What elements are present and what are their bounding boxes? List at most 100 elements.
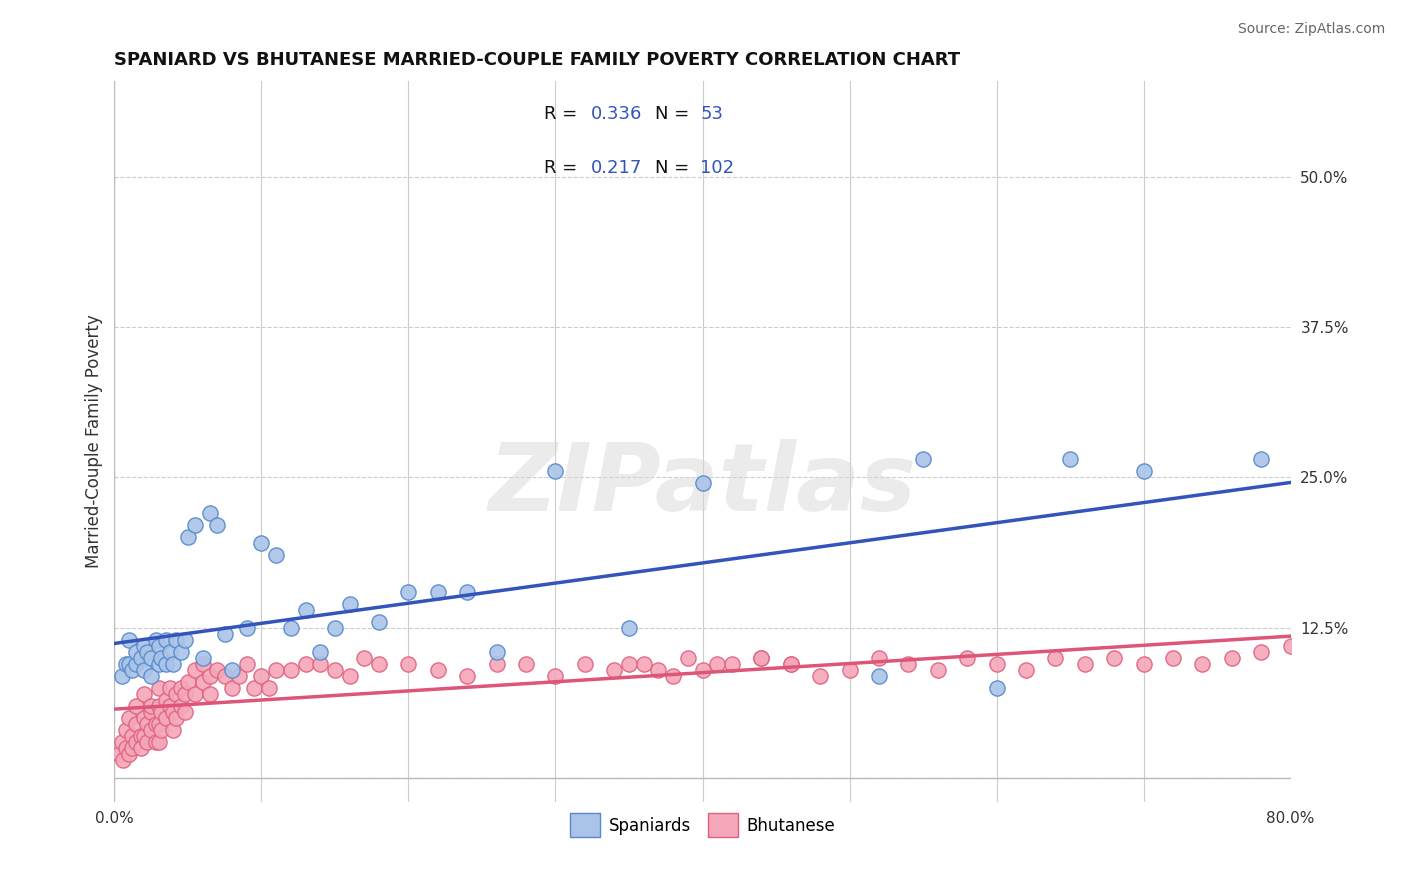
Point	[148, 657, 170, 671]
Point	[676, 650, 699, 665]
Point	[148, 639, 170, 653]
Point	[485, 644, 508, 658]
Point	[1191, 657, 1213, 671]
Point	[243, 681, 266, 695]
Point	[617, 620, 640, 634]
Point	[485, 657, 508, 671]
Point	[264, 663, 287, 677]
Point	[132, 639, 155, 653]
Point	[1015, 663, 1038, 677]
Point	[155, 657, 177, 671]
Point	[129, 729, 152, 743]
Point	[129, 650, 152, 665]
Point	[135, 716, 157, 731]
Point	[162, 723, 184, 737]
Point	[169, 644, 191, 658]
Point	[198, 507, 221, 521]
Point	[235, 620, 257, 634]
Point	[257, 681, 280, 695]
Point	[426, 663, 449, 677]
Point	[115, 740, 138, 755]
Point	[1132, 657, 1154, 671]
Point	[177, 531, 200, 545]
Point	[1132, 465, 1154, 479]
Point	[141, 698, 163, 713]
Point	[633, 657, 655, 671]
Point	[125, 698, 148, 713]
Point	[174, 632, 197, 647]
Point	[868, 668, 890, 682]
Point	[121, 729, 143, 743]
Point	[118, 747, 141, 761]
Point	[169, 681, 191, 695]
Point	[426, 584, 449, 599]
Y-axis label: Married-Couple Family Poverty: Married-Couple Family Poverty	[86, 315, 103, 568]
Point	[838, 663, 860, 677]
Point	[150, 723, 173, 737]
Point	[125, 644, 148, 658]
Point	[118, 632, 141, 647]
Point	[135, 734, 157, 748]
Point	[749, 650, 772, 665]
Point	[323, 620, 346, 634]
Point	[1161, 650, 1184, 665]
Point	[165, 710, 187, 724]
Point	[868, 650, 890, 665]
Point	[749, 650, 772, 665]
Point	[353, 650, 375, 665]
Point	[165, 632, 187, 647]
Point	[323, 663, 346, 677]
Point	[221, 681, 243, 695]
Point	[191, 650, 214, 665]
Point	[125, 716, 148, 731]
Point	[1220, 650, 1243, 665]
Text: SPANIARD VS BHUTANESE MARRIED-COUPLE FAMILY POVERTY CORRELATION CHART: SPANIARD VS BHUTANESE MARRIED-COUPLE FAM…	[114, 51, 960, 69]
Point	[456, 668, 478, 682]
Point	[162, 657, 184, 671]
Point	[1102, 650, 1125, 665]
Text: R =: R =	[544, 104, 582, 123]
Legend: Spaniards, Bhutanese: Spaniards, Bhutanese	[564, 806, 841, 844]
Point	[132, 710, 155, 724]
Text: N =: N =	[655, 104, 696, 123]
Point	[169, 698, 191, 713]
Point	[129, 740, 152, 755]
Point	[111, 734, 134, 748]
Point	[184, 518, 207, 533]
Point	[145, 734, 167, 748]
Point	[250, 536, 273, 550]
Point	[706, 657, 728, 671]
Point	[145, 716, 167, 731]
Point	[574, 657, 596, 671]
Point	[986, 657, 1008, 671]
Point	[174, 705, 197, 719]
Point	[228, 668, 250, 682]
Point	[647, 663, 669, 677]
Point	[692, 476, 714, 491]
Point	[927, 663, 949, 677]
Point	[808, 668, 831, 682]
Point	[155, 692, 177, 706]
Point	[779, 657, 801, 671]
Point	[264, 549, 287, 563]
Text: 0.336: 0.336	[591, 104, 643, 123]
Point	[125, 734, 148, 748]
Point	[544, 668, 567, 682]
Point	[897, 657, 920, 671]
Point	[250, 668, 273, 682]
Point	[721, 657, 744, 671]
Point	[207, 518, 229, 533]
Point	[150, 705, 173, 719]
Point	[108, 747, 131, 761]
Point	[207, 663, 229, 677]
Text: 102: 102	[700, 159, 734, 177]
Point	[398, 657, 420, 671]
Point	[132, 687, 155, 701]
Point	[184, 687, 207, 701]
Point	[174, 687, 197, 701]
Point	[121, 663, 143, 677]
Point	[294, 602, 316, 616]
Point	[165, 687, 187, 701]
Text: 53: 53	[700, 104, 723, 123]
Point	[141, 723, 163, 737]
